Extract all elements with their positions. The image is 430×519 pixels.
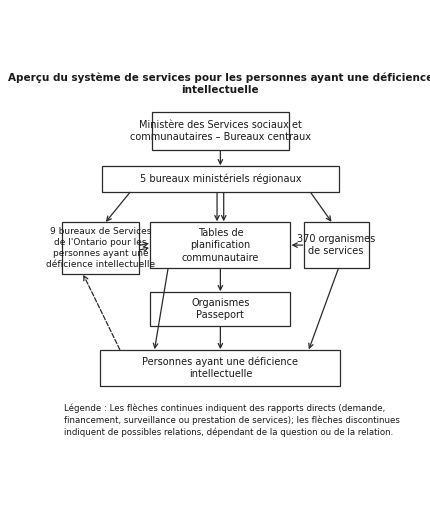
- Text: Organismes
Passeport: Organismes Passeport: [191, 298, 249, 320]
- FancyBboxPatch shape: [150, 292, 290, 326]
- Text: Ministère des Services sociaux et
communautaires – Bureaux centraux: Ministère des Services sociaux et commun…: [130, 120, 311, 142]
- Text: Tables de
planification
communautaire: Tables de planification communautaire: [182, 228, 259, 263]
- FancyBboxPatch shape: [152, 112, 289, 150]
- Text: Personnes ayant une déficience
intellectuelle: Personnes ayant une déficience intellect…: [142, 357, 298, 379]
- Text: Légende : Les flèches continues indiquent des rapports directs (demande,
finance: Légende : Les flèches continues indiquen…: [64, 404, 399, 437]
- Text: Aperçu du système de services pour les personnes ayant une déficience
intellectu: Aperçu du système de services pour les p…: [8, 72, 430, 95]
- FancyBboxPatch shape: [304, 222, 369, 268]
- FancyBboxPatch shape: [150, 222, 290, 268]
- Text: 9 bureaux de Services
de l'Ontario pour les
personnes ayant une
déficience intel: 9 bureaux de Services de l'Ontario pour …: [46, 227, 155, 269]
- FancyBboxPatch shape: [62, 222, 139, 274]
- FancyBboxPatch shape: [101, 350, 340, 386]
- FancyBboxPatch shape: [102, 166, 339, 192]
- Text: 370 organismes
de services: 370 organismes de services: [297, 234, 375, 256]
- Text: 5 bureaux ministériels régionaux: 5 bureaux ministériels régionaux: [140, 174, 301, 184]
